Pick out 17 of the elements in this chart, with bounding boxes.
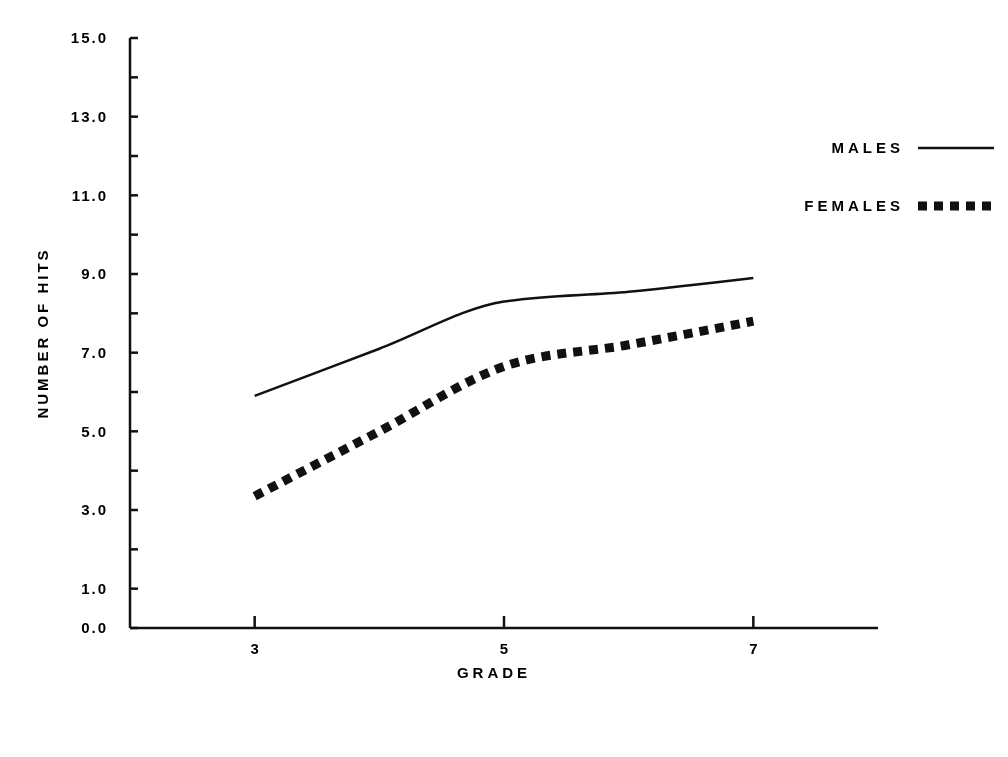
y-tick-label: 15.0 bbox=[70, 29, 108, 47]
y-tick-label: 0.0 bbox=[81, 619, 108, 637]
y-tick-label: 7.0 bbox=[81, 343, 108, 361]
y-tick-label: 9.0 bbox=[81, 265, 108, 283]
y-tick-label: 13.0 bbox=[70, 107, 108, 125]
line-series bbox=[253, 276, 755, 398]
text: FEMALES bbox=[804, 197, 904, 215]
y-tick-label: 11.0 bbox=[71, 186, 108, 204]
x-tick-label: 5 bbox=[499, 640, 509, 657]
y-tick-label: 5.0 bbox=[81, 422, 108, 440]
text: MALES bbox=[831, 139, 904, 157]
x-tick-label: 3 bbox=[250, 640, 259, 657]
x-axis-title: GRADE bbox=[456, 664, 532, 681]
x-tick-label: 7 bbox=[749, 640, 758, 657]
y-tick-label: 3.0 bbox=[81, 501, 108, 519]
y-tick-label: 1.0 bbox=[81, 579, 108, 597]
y-axis-title: NUMBER OF HITS bbox=[34, 247, 51, 419]
